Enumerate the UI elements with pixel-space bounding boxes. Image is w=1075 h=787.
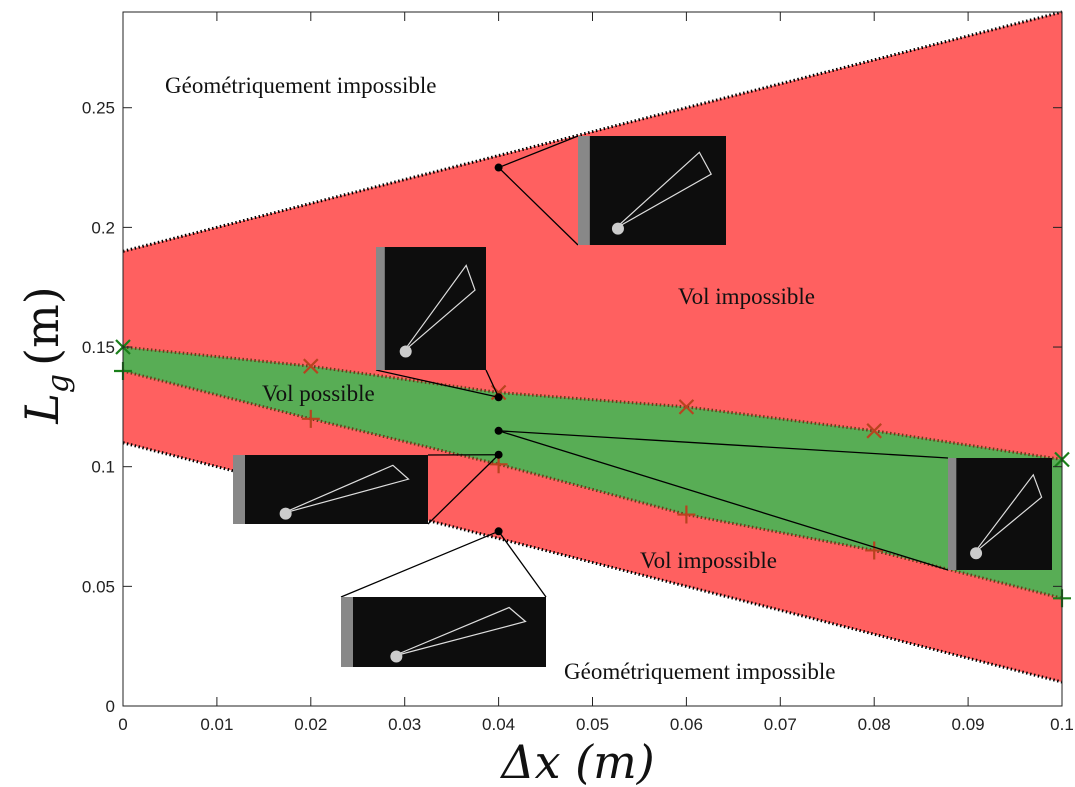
- callout-line: [375, 369, 499, 398]
- photo-inset: [233, 455, 428, 524]
- x-tick-label: 0.05: [576, 715, 609, 734]
- photo-wall: [578, 136, 590, 245]
- photo-wall: [948, 458, 957, 570]
- y-label-subscript: g: [41, 374, 76, 393]
- x-tick-label: 0.07: [764, 715, 797, 734]
- x-tick-label: 0.09: [952, 715, 985, 734]
- photo-inset: [948, 458, 1052, 570]
- x-marker: [678, 399, 695, 415]
- photo-pulley: [611, 222, 624, 235]
- annotation: Vol impossible: [640, 548, 777, 573]
- y-tick-label: 0.2: [91, 218, 115, 237]
- x-marker: [866, 423, 882, 439]
- y-tick-label: 0.25: [82, 99, 115, 118]
- callout-line: [485, 369, 500, 398]
- plus-marker: [677, 505, 696, 524]
- photo-inset: [376, 247, 486, 370]
- point: [494, 426, 503, 435]
- callout-line: [498, 430, 949, 459]
- photo-wall: [233, 455, 245, 524]
- photo-pulley: [970, 547, 983, 560]
- photo-wall: [341, 597, 353, 667]
- x-tick-label: 0: [118, 715, 127, 734]
- photo-kite: [973, 473, 1043, 554]
- red-region: [123, 12, 1062, 683]
- y-label-symbol: L: [15, 393, 69, 425]
- green-lower-boundary: [122, 369, 1063, 600]
- x-tick-label: 0.03: [388, 715, 421, 734]
- callout-line: [498, 135, 579, 169]
- x-tick-label: 0.1: [1050, 715, 1074, 734]
- point: [494, 163, 503, 172]
- callout-line: [498, 430, 949, 571]
- plus-marker: [865, 541, 884, 560]
- x-tick-label: 0.04: [482, 715, 515, 734]
- upper-boundary: [122, 10, 1063, 253]
- point: [494, 393, 503, 402]
- y-tick-label: 0.1: [91, 458, 115, 477]
- y-label-unit: (m): [15, 286, 69, 366]
- photo-wall: [376, 247, 385, 370]
- plus-marker: [301, 409, 320, 428]
- callout-line: [340, 530, 499, 598]
- annotation: Vol impossible: [678, 284, 815, 309]
- y-tick-label: 0.05: [82, 577, 115, 596]
- callout-line: [427, 454, 500, 525]
- annotation: Géométriquement impossible: [165, 73, 436, 98]
- photo-kite: [614, 151, 713, 230]
- y-tick-label: 0.15: [82, 338, 115, 357]
- lower-boundary: [122, 441, 1063, 684]
- point: [494, 450, 503, 459]
- x-tick-label: 0.02: [294, 715, 327, 734]
- green-upper-boundary: [122, 345, 1063, 461]
- y-axis-label: Lg (m): [15, 286, 76, 424]
- photo-kite: [392, 606, 527, 658]
- photo-pulley: [279, 507, 292, 520]
- photo-inset: [578, 136, 726, 245]
- callout-line: [498, 530, 547, 598]
- photo-kite: [281, 464, 410, 515]
- x-tick-label: 0.06: [670, 715, 703, 734]
- annotation: Géométriquement impossible: [564, 659, 835, 684]
- y-tick-label: 0: [106, 697, 115, 716]
- photo-kite: [403, 264, 476, 353]
- photo-inset: [341, 597, 546, 667]
- x-tick-label: 0.01: [200, 715, 233, 734]
- photo-pulley: [390, 650, 403, 663]
- x-axis-label: Δx (m): [499, 735, 654, 787]
- photo-pulley: [399, 345, 412, 358]
- x-marker: [303, 358, 319, 374]
- point: [494, 527, 503, 536]
- annotation: Vol possible: [262, 381, 375, 406]
- green-region: [123, 347, 1062, 599]
- x-tick-label: 0.08: [858, 715, 891, 734]
- callout-line: [498, 167, 579, 246]
